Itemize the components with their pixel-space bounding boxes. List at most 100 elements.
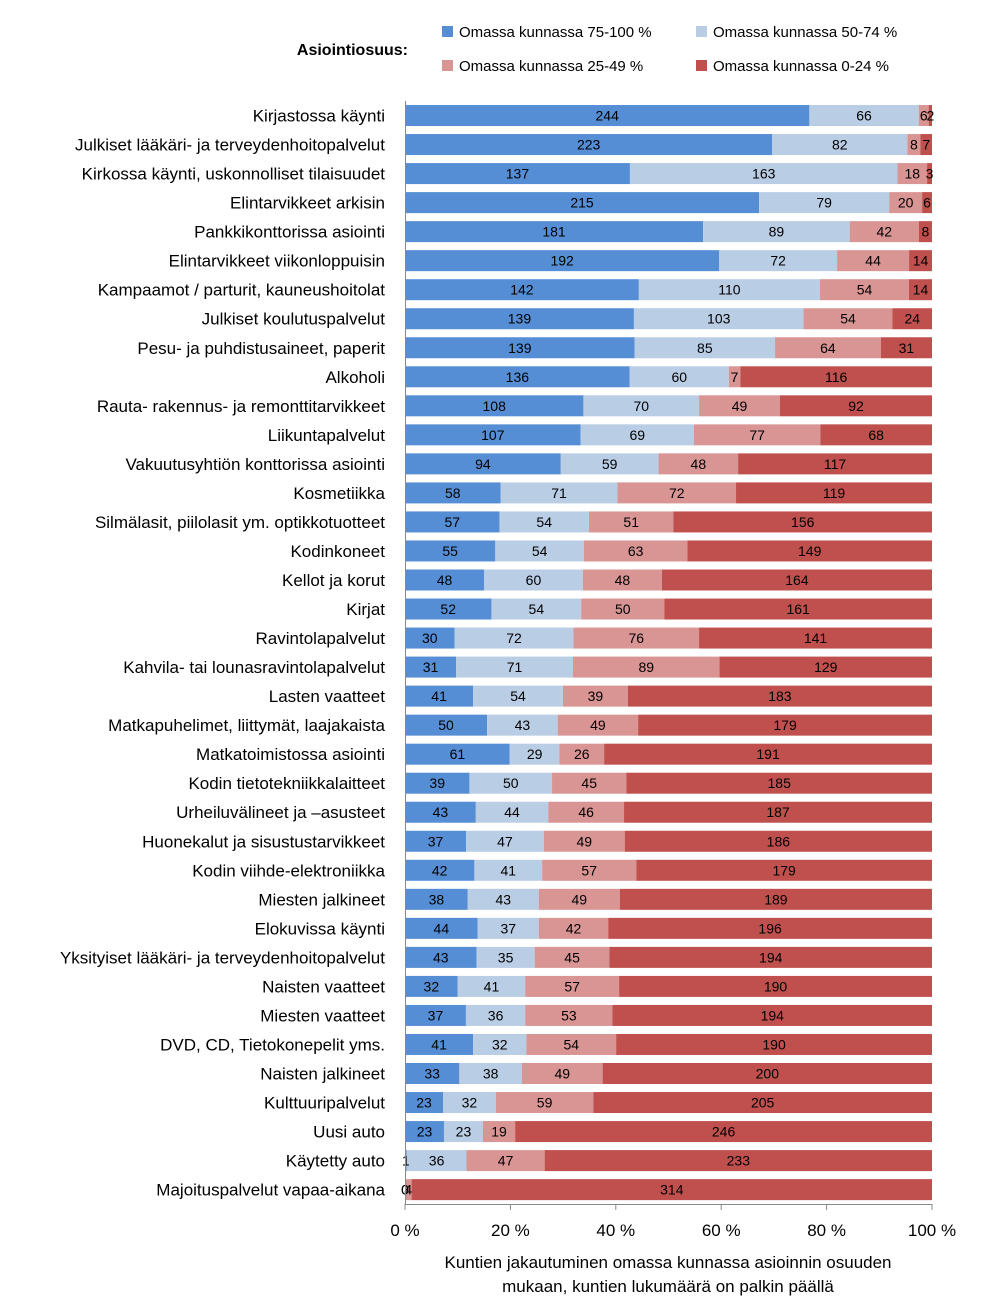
data-label-s2: 54 xyxy=(532,543,548,559)
data-label-s3: 39 xyxy=(588,688,604,704)
bar-segment-s2 xyxy=(809,105,919,127)
data-label-s4: 233 xyxy=(727,1153,751,1169)
data-label-s4: 179 xyxy=(773,717,797,733)
bar-segment-s4 xyxy=(673,511,932,533)
bar-segment-s2 xyxy=(633,308,804,330)
data-label-s4: 92 xyxy=(848,398,864,414)
data-label-s4: 164 xyxy=(785,572,809,588)
data-label-s4: 31 xyxy=(899,340,915,356)
data-label-s2: 60 xyxy=(526,572,542,588)
data-label-s1: 32 xyxy=(424,978,440,994)
bar-segment-s4 xyxy=(544,1150,932,1172)
bar-segment-s2 xyxy=(473,685,563,707)
data-label-s3: 51 xyxy=(623,514,639,530)
bar-segment-s2 xyxy=(772,134,908,156)
data-label-s2: 38 xyxy=(483,1066,499,1082)
bar-segment-s3 xyxy=(405,1179,412,1201)
bar-segment-s3 xyxy=(534,946,610,968)
category-label: Käytetty auto xyxy=(286,1152,385,1171)
data-label-s1: 223 xyxy=(577,137,601,153)
data-label-s4: 189 xyxy=(764,891,788,907)
bar-segment-s1 xyxy=(405,482,501,504)
data-label-s4: 3 xyxy=(926,166,934,182)
bar-segment-s4 xyxy=(664,598,932,620)
bar-segment-s4 xyxy=(699,627,932,649)
data-label-s4: 7 xyxy=(922,137,930,153)
legend-title: Asiointiosuus: xyxy=(297,42,408,59)
data-label-s4: 196 xyxy=(758,920,782,936)
bar-segment-s1 xyxy=(405,279,639,301)
bar-segment-s1 xyxy=(405,975,458,997)
category-label: Huonekalut ja sisustustarvikkeet xyxy=(142,832,385,851)
bar-segment-s1 xyxy=(405,1092,443,1114)
bar-segment-s3 xyxy=(538,888,620,910)
x-tick-label: 0 % xyxy=(390,1221,419,1240)
category-label: Yksityiset lääkäri- ja terveydenhoitopal… xyxy=(60,948,385,967)
data-label-s2: 43 xyxy=(496,891,512,907)
data-label-s1: 30 xyxy=(422,630,438,646)
data-label-s2: 103 xyxy=(707,311,731,327)
bar-segment-s3 xyxy=(693,424,821,446)
data-label-s3: 89 xyxy=(638,659,654,675)
data-label-s2: 66 xyxy=(856,108,872,124)
x-axis: 0 % 20 % 40 % 60 % 80 % 100 % xyxy=(390,101,956,1240)
data-label-s3: 54 xyxy=(563,1036,579,1052)
bar-segment-s1 xyxy=(405,656,457,678)
bar-segment-s2 xyxy=(484,569,583,591)
data-label-s2: 50 xyxy=(503,775,519,791)
data-label-s2: 85 xyxy=(697,340,713,356)
data-label-s2: 41 xyxy=(484,978,500,994)
x-tick-label: 80 % xyxy=(807,1221,846,1240)
bar-segment-s3 xyxy=(582,569,662,591)
data-label-s1: 52 xyxy=(440,601,456,617)
bar-segment-s4 xyxy=(927,163,932,185)
data-label-s1: 192 xyxy=(550,253,574,269)
bar-segment-s3 xyxy=(728,366,741,388)
bar-segment-s2 xyxy=(560,453,659,475)
data-label-s3: 20 xyxy=(898,195,914,211)
bar-segment-s1 xyxy=(405,888,468,910)
bar-segment-s3 xyxy=(466,1150,545,1172)
data-label-s1: 50 xyxy=(438,717,454,733)
category-label: Rauta- rakennus- ja remonttitarvikkeet xyxy=(97,397,385,416)
bar-segment-s4 xyxy=(593,1092,932,1114)
bar-segment-s4 xyxy=(515,1121,932,1143)
data-label-s4: 190 xyxy=(762,1036,786,1052)
data-label-s1: 55 xyxy=(442,543,458,559)
bar-segment-s4 xyxy=(736,482,932,504)
bar-segment-s1 xyxy=(405,1121,444,1143)
legend-label-1: Omassa kunnassa 75-100 % xyxy=(459,24,652,41)
data-label-s2: 70 xyxy=(633,398,649,414)
data-label-s4: 141 xyxy=(804,630,828,646)
legend-label-2: Omassa kunnassa 50-74 % xyxy=(713,24,897,41)
category-label: Elintarvikkeet viikonloppuisin xyxy=(169,252,385,271)
bar-segment-s3 xyxy=(572,656,720,678)
bar-segment-s1 xyxy=(405,1004,466,1026)
data-label-s4: 149 xyxy=(798,543,822,559)
data-label-s3: 45 xyxy=(581,775,597,791)
category-label: Kodinkoneet xyxy=(290,542,385,561)
data-label-s2: 32 xyxy=(492,1036,508,1052)
data-label-s3: 48 xyxy=(615,572,631,588)
data-label-s1: 33 xyxy=(424,1066,440,1082)
bar-segment-s1 xyxy=(405,685,474,707)
bar-segment-s1 xyxy=(405,830,467,852)
bar-segment-s4 xyxy=(740,366,932,388)
data-label-s1: 37 xyxy=(428,1007,444,1023)
data-label-s1: 142 xyxy=(510,282,534,298)
data-label-s3: 54 xyxy=(840,311,856,327)
data-label-s2: 54 xyxy=(510,688,526,704)
data-label-s4: 68 xyxy=(868,427,884,443)
bar-segment-s1 xyxy=(405,917,478,939)
data-label-s3: 19 xyxy=(491,1124,507,1140)
bar-segment-s3 xyxy=(548,801,625,823)
bar-segment-s4 xyxy=(624,830,932,852)
data-label-s3: 57 xyxy=(564,978,580,994)
bar-segment-s2 xyxy=(638,279,821,301)
bar-segment-s1 xyxy=(405,801,476,823)
data-label-s3: 26 xyxy=(574,746,590,762)
bar-segment-s3 xyxy=(543,830,625,852)
data-label-s2: 35 xyxy=(498,949,514,965)
data-label-s4: 14 xyxy=(913,253,929,269)
